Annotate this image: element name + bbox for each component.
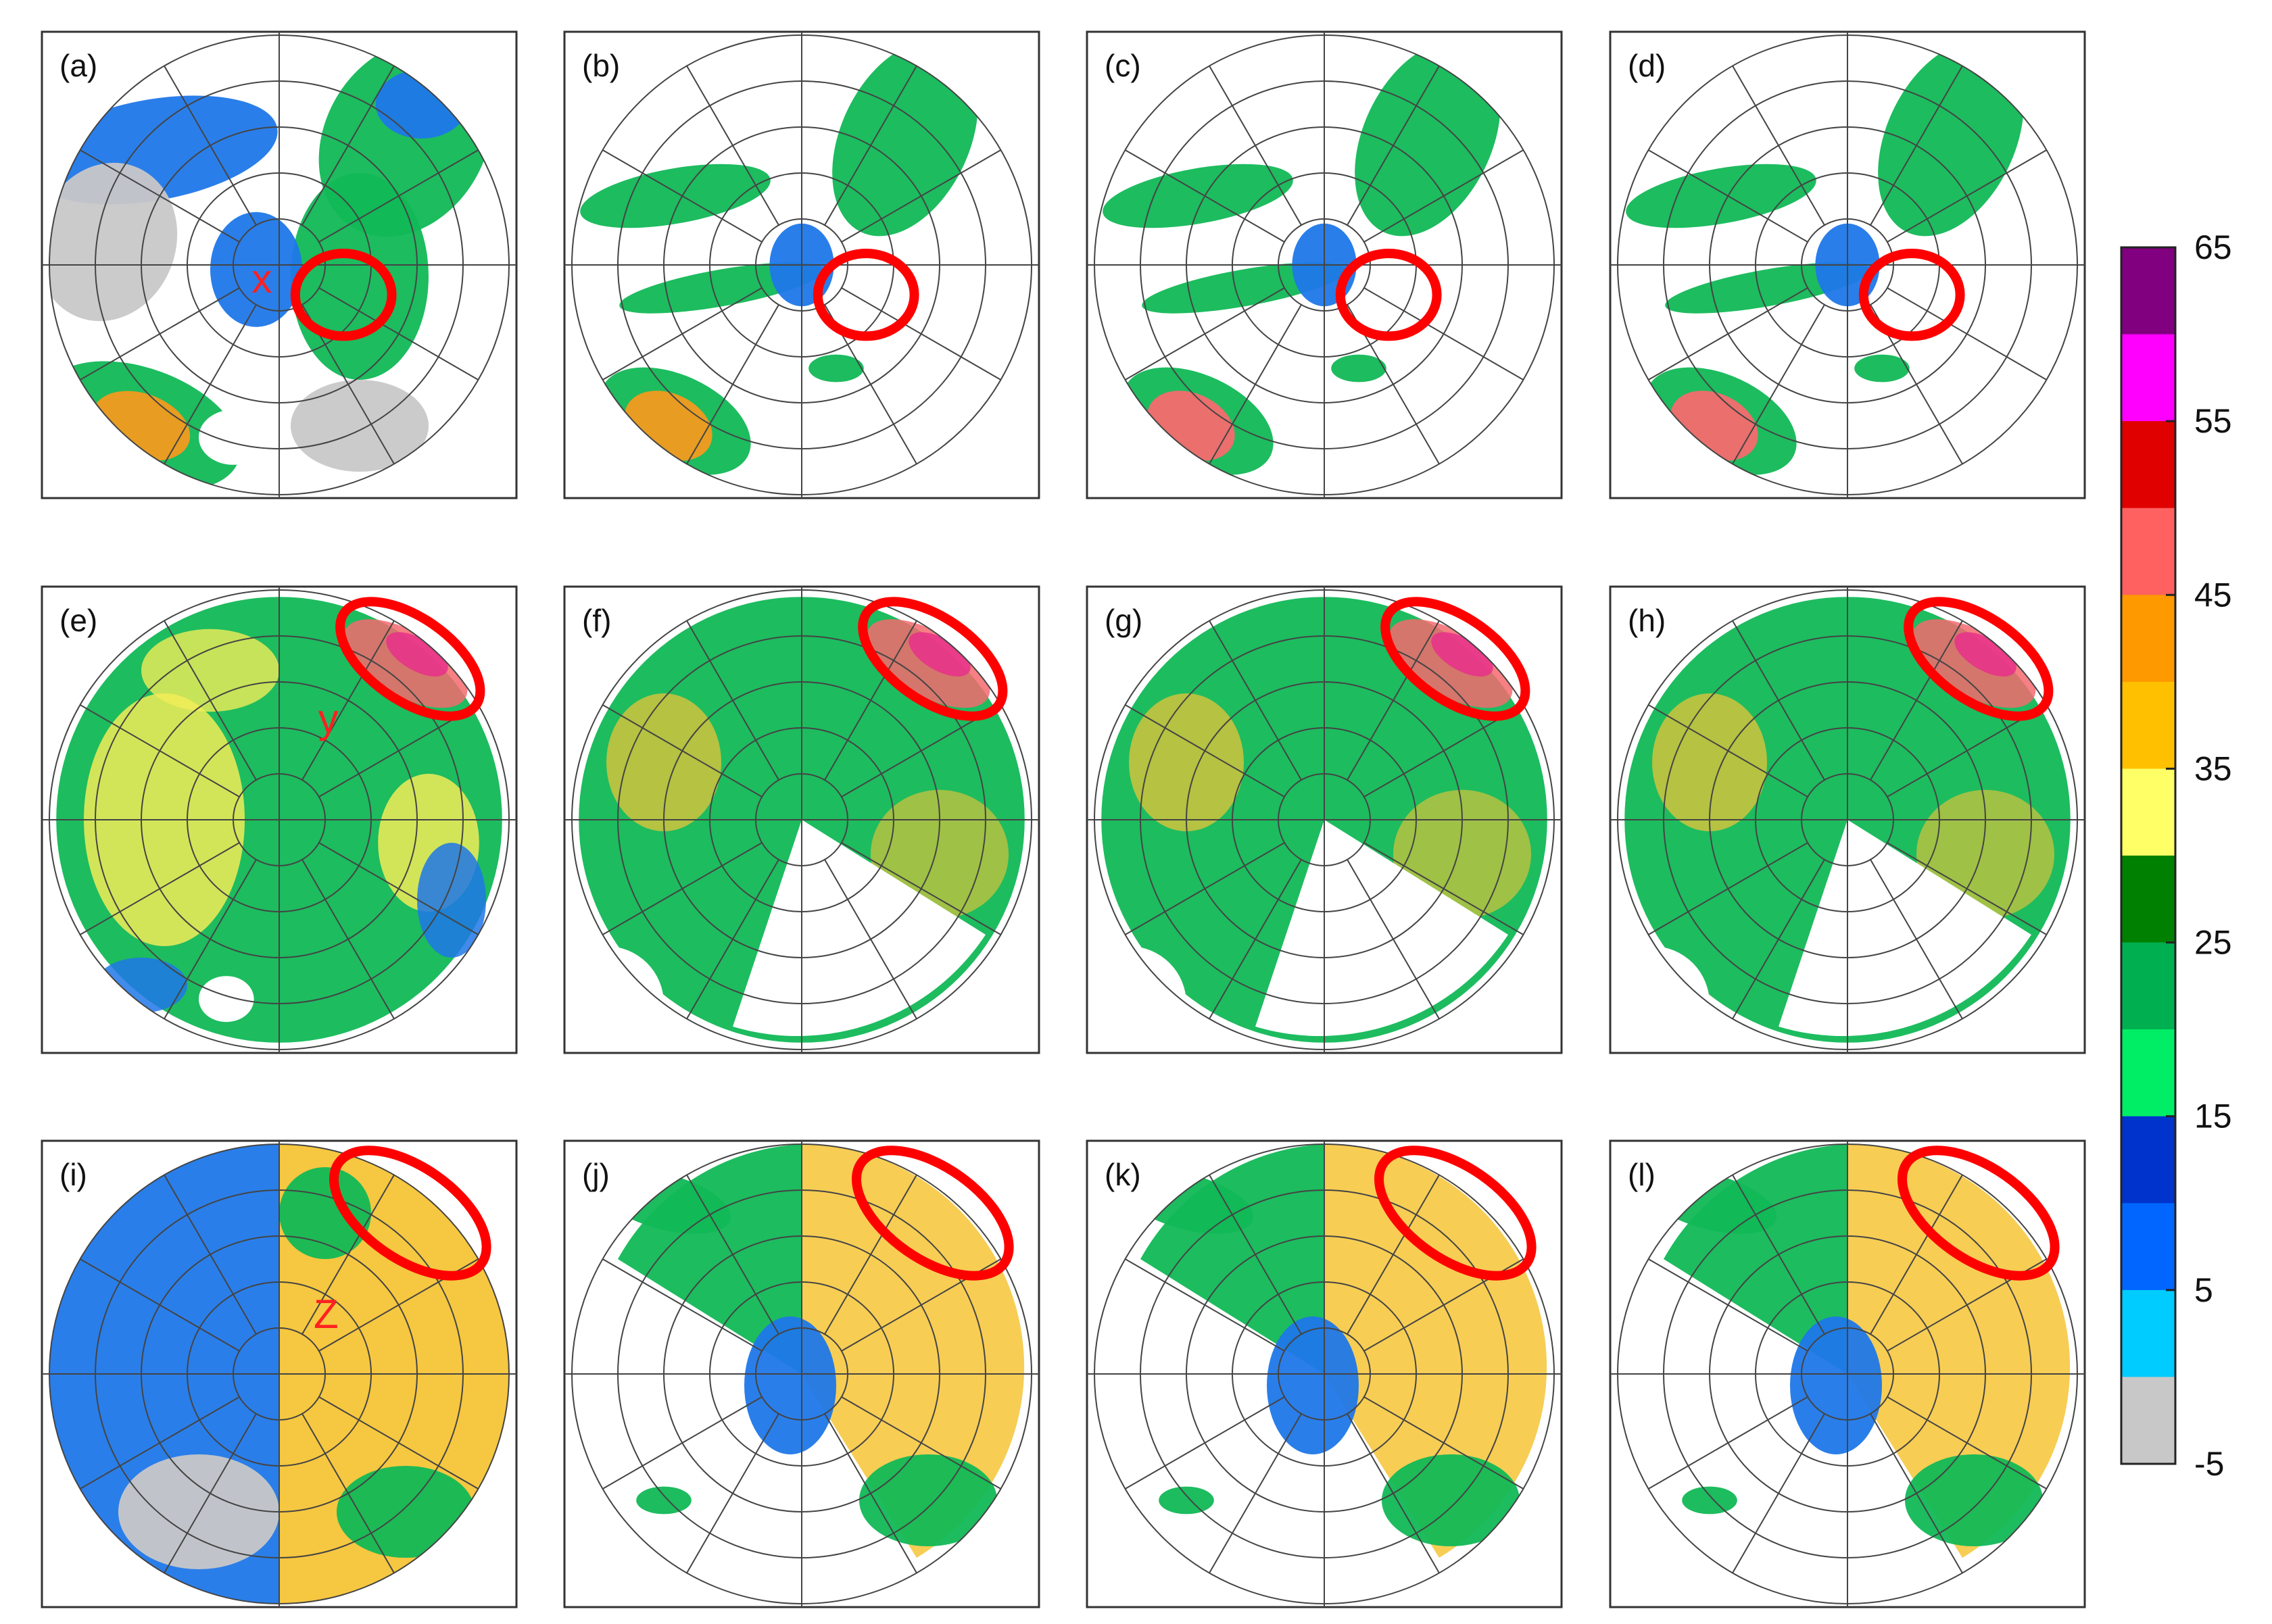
storm-highlight-ellipse xyxy=(1904,597,2054,721)
radar-panel: (b) xyxy=(563,30,1040,499)
radar-panel: (l) xyxy=(1609,1139,2086,1608)
polar-grid xyxy=(1610,32,2085,498)
colorbar-tick-label: 35 xyxy=(2194,749,2232,787)
panel-label: (j) xyxy=(582,1157,610,1192)
polar-grid xyxy=(42,587,516,1053)
storm-highlight-ellipse xyxy=(1380,597,1530,721)
panel-label: (b) xyxy=(582,48,620,83)
panel-label: (g) xyxy=(1105,603,1142,638)
panel-label: (k) xyxy=(1105,1157,1141,1192)
annotation-letter: Z xyxy=(314,1291,339,1337)
storm-highlight-ellipse xyxy=(1858,249,1965,341)
colorbar-segment xyxy=(2121,1377,2175,1465)
polar-grid xyxy=(1087,1141,1562,1607)
polar-grid xyxy=(564,587,1039,1053)
panel-grid: (a) x (b) (c) (d) (e) y (f) (g) (h) (i) Z (j) (k) (l) xyxy=(41,30,2086,1608)
colorbar-tick-label: 25 xyxy=(2194,924,2232,962)
radar-panel: (k) xyxy=(1086,1139,1563,1608)
colorbar-frame xyxy=(2120,246,2177,1465)
polar-grid xyxy=(1087,587,1562,1053)
colorbar-segment xyxy=(2121,681,2175,769)
panel-label: (h) xyxy=(1628,603,1666,638)
colorbar-segment xyxy=(2121,1116,2175,1204)
panel-label: (a) xyxy=(59,48,97,83)
polar-grid xyxy=(564,1141,1039,1607)
panel-label: (c) xyxy=(1105,48,1141,83)
radar-panel: (h) xyxy=(1609,585,2086,1054)
panel-label: (f) xyxy=(582,603,611,638)
storm-highlight-ellipse xyxy=(813,249,919,341)
storm-highlight-ellipse xyxy=(858,597,1008,721)
panel-label: (d) xyxy=(1628,48,1666,83)
storm-highlight-ellipse xyxy=(1898,1146,2060,1281)
colorbar-segment xyxy=(2121,247,2175,335)
colorbar-segment xyxy=(2121,595,2175,683)
storm-highlight-ellipse xyxy=(1374,1146,1537,1281)
storm-highlight-ellipse xyxy=(329,1146,491,1281)
radar-panel: (f) xyxy=(563,585,1040,1054)
colorbar-segment xyxy=(2121,856,2175,943)
radar-panel: (a) x xyxy=(41,30,518,499)
radar-panel: (i) Z xyxy=(41,1139,518,1608)
colorbar-tick-label: 55 xyxy=(2194,402,2232,440)
storm-highlight-ellipse xyxy=(290,249,397,341)
colorbar-tick-label: 15 xyxy=(2194,1098,2232,1135)
panel-label: (i) xyxy=(59,1157,87,1192)
polar-grid xyxy=(1610,587,2085,1053)
radar-panel: (e) y xyxy=(41,585,518,1054)
radar-panel: (j) xyxy=(563,1139,1040,1608)
colorbar-tick-label: -5 xyxy=(2194,1445,2224,1483)
colorbar-segment xyxy=(2121,1029,2175,1117)
colorbar-segment xyxy=(2121,508,2175,595)
colorbar-segment xyxy=(2121,1203,2175,1291)
radar-panel: (d) xyxy=(1609,30,2086,499)
colorbar: 65 55 45 35 25 15 5 -5 xyxy=(2120,228,2232,1483)
storm-highlight-ellipse xyxy=(1335,249,1442,341)
colorbar-segment xyxy=(2121,421,2175,509)
colorbar-tick-label: 45 xyxy=(2194,576,2232,614)
colorbar-segment xyxy=(2121,768,2175,856)
polar-grid xyxy=(42,1141,516,1607)
panel-label: (l) xyxy=(1628,1157,1655,1192)
polar-grid xyxy=(1610,1141,2085,1607)
radar-panel: (g) xyxy=(1086,585,1563,1054)
annotation-letter: y xyxy=(318,696,339,741)
colorbar-tick-label: 65 xyxy=(2194,228,2232,266)
radar-panel: (c) xyxy=(1086,30,1563,499)
storm-highlight-ellipse xyxy=(852,1146,1014,1281)
storm-highlight-ellipse xyxy=(335,597,485,721)
colorbar-segment xyxy=(2121,334,2175,422)
annotation-letter: x xyxy=(251,256,272,301)
panel-label: (e) xyxy=(59,603,97,638)
colorbar-segment xyxy=(2121,942,2175,1030)
colorbar-tick-label: 5 xyxy=(2194,1271,2213,1309)
colorbar-segment xyxy=(2121,1289,2175,1377)
